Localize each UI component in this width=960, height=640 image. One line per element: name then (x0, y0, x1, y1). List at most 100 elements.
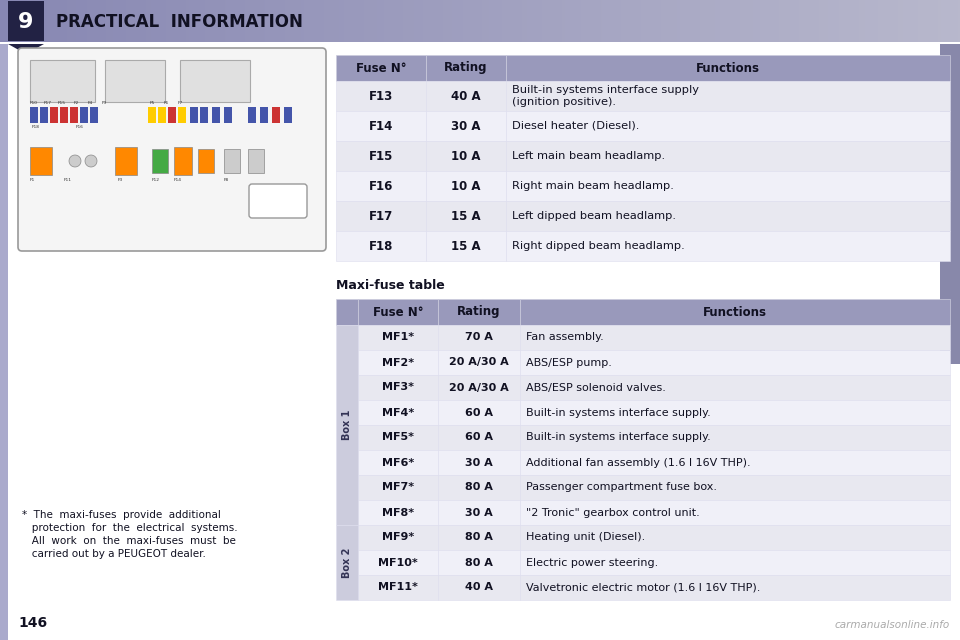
Text: Left main beam headlamp.: Left main beam headlamp. (512, 151, 665, 161)
Bar (506, 141, 950, 171)
Text: F2: F2 (73, 101, 79, 105)
Text: F10: F10 (30, 101, 38, 105)
Text: MF11*: MF11* (378, 582, 418, 593)
Text: (ignition positive).: (ignition positive). (512, 97, 616, 107)
Bar (80, 107, 88, 123)
Text: Right main beam headlamp.: Right main beam headlamp. (512, 181, 674, 191)
Text: 146: 146 (18, 616, 47, 630)
Text: F7: F7 (178, 101, 182, 105)
Bar (426, 55, 506, 81)
Bar (520, 500, 950, 525)
Text: F18: F18 (369, 239, 394, 253)
Text: 15 A: 15 A (451, 209, 481, 223)
Bar (70, 107, 78, 123)
Text: carmanualsonline.info: carmanualsonline.info (835, 620, 950, 630)
Bar (168, 107, 176, 123)
Text: 40 A: 40 A (465, 582, 493, 593)
Bar (506, 111, 950, 141)
Bar (426, 171, 506, 201)
Text: F17: F17 (44, 101, 52, 105)
Bar (152, 149, 168, 173)
Text: Right dipped beam headlamp.: Right dipped beam headlamp. (512, 241, 684, 251)
Text: MF1*: MF1* (382, 333, 414, 342)
Text: Maxi-fuse table: Maxi-fuse table (336, 279, 444, 292)
Text: PRACTICAL  INFORMATION: PRACTICAL INFORMATION (56, 13, 302, 31)
Text: Functions: Functions (696, 61, 760, 74)
Text: All  work  on  the  maxi-fuses  must  be: All work on the maxi-fuses must be (22, 536, 236, 546)
Bar (426, 141, 506, 171)
Text: F8: F8 (224, 178, 228, 182)
Text: 70 A: 70 A (465, 333, 492, 342)
Text: MF6*: MF6* (382, 458, 414, 467)
Bar (358, 425, 438, 450)
Text: 10 A: 10 A (451, 150, 481, 163)
Bar (358, 400, 438, 425)
Bar (248, 149, 264, 173)
Bar (358, 550, 438, 575)
Text: F11: F11 (64, 178, 72, 182)
Text: Functions: Functions (703, 305, 767, 319)
Bar (272, 107, 280, 123)
Text: MF3*: MF3* (382, 383, 414, 392)
Text: MF9*: MF9* (382, 532, 414, 543)
Bar (426, 231, 506, 261)
Bar (248, 107, 256, 123)
Bar (358, 500, 438, 525)
Bar (506, 55, 950, 81)
Bar (438, 350, 520, 375)
Text: *  The  maxi-fuses  provide  additional: * The maxi-fuses provide additional (22, 510, 221, 520)
Bar (198, 149, 214, 173)
Text: Valvetronic electric motor (1.6 l 16V THP).: Valvetronic electric motor (1.6 l 16V TH… (526, 582, 760, 593)
Text: MF5*: MF5* (382, 433, 414, 442)
Bar (940, 44, 960, 364)
Text: F14: F14 (369, 120, 394, 132)
Text: MF10*: MF10* (378, 557, 418, 568)
Text: MF4*: MF4* (382, 408, 414, 417)
Bar (520, 375, 950, 400)
Bar (358, 575, 438, 600)
Bar (224, 107, 232, 123)
Text: Built-in systems interface supply.: Built-in systems interface supply. (526, 408, 710, 417)
Text: 80 A: 80 A (465, 532, 492, 543)
Text: F17: F17 (369, 209, 394, 223)
Bar (358, 475, 438, 500)
Text: 30 A: 30 A (466, 458, 492, 467)
Bar (520, 575, 950, 600)
Bar (520, 525, 950, 550)
Text: 20 A/30 A: 20 A/30 A (449, 383, 509, 392)
Text: Fan assembly.: Fan assembly. (526, 333, 604, 342)
Bar (30, 147, 52, 175)
Bar (90, 107, 98, 123)
Bar (358, 450, 438, 475)
Bar (336, 299, 358, 325)
Bar (212, 107, 220, 123)
Text: 60 A: 60 A (465, 408, 493, 417)
Text: MF7*: MF7* (382, 483, 414, 493)
Text: 30 A: 30 A (466, 508, 492, 518)
Text: 60 A: 60 A (465, 433, 493, 442)
Bar (50, 107, 58, 123)
Text: Built-in systems interface supply.: Built-in systems interface supply. (526, 433, 710, 442)
Bar (520, 350, 950, 375)
Text: 40 A: 40 A (451, 90, 481, 102)
Bar (30, 107, 38, 123)
Bar (336, 111, 426, 141)
Text: F16: F16 (369, 179, 394, 193)
FancyBboxPatch shape (249, 184, 307, 218)
Text: protection  for  the  electrical  systems.: protection for the electrical systems. (22, 523, 238, 533)
Text: F18: F18 (32, 125, 40, 129)
Text: Rating: Rating (457, 305, 501, 319)
Text: F4: F4 (87, 101, 92, 105)
Bar (438, 500, 520, 525)
Text: MF8*: MF8* (382, 508, 414, 518)
Text: F15: F15 (369, 150, 394, 163)
Text: Box 1: Box 1 (342, 410, 352, 440)
Bar (506, 231, 950, 261)
Text: 15 A: 15 A (451, 239, 481, 253)
Text: Fuse N°: Fuse N° (372, 305, 423, 319)
Bar (284, 107, 292, 123)
Bar (520, 475, 950, 500)
Bar (520, 325, 950, 350)
Text: Diesel heater (Diesel).: Diesel heater (Diesel). (512, 121, 639, 131)
Text: 80 A: 80 A (465, 557, 492, 568)
